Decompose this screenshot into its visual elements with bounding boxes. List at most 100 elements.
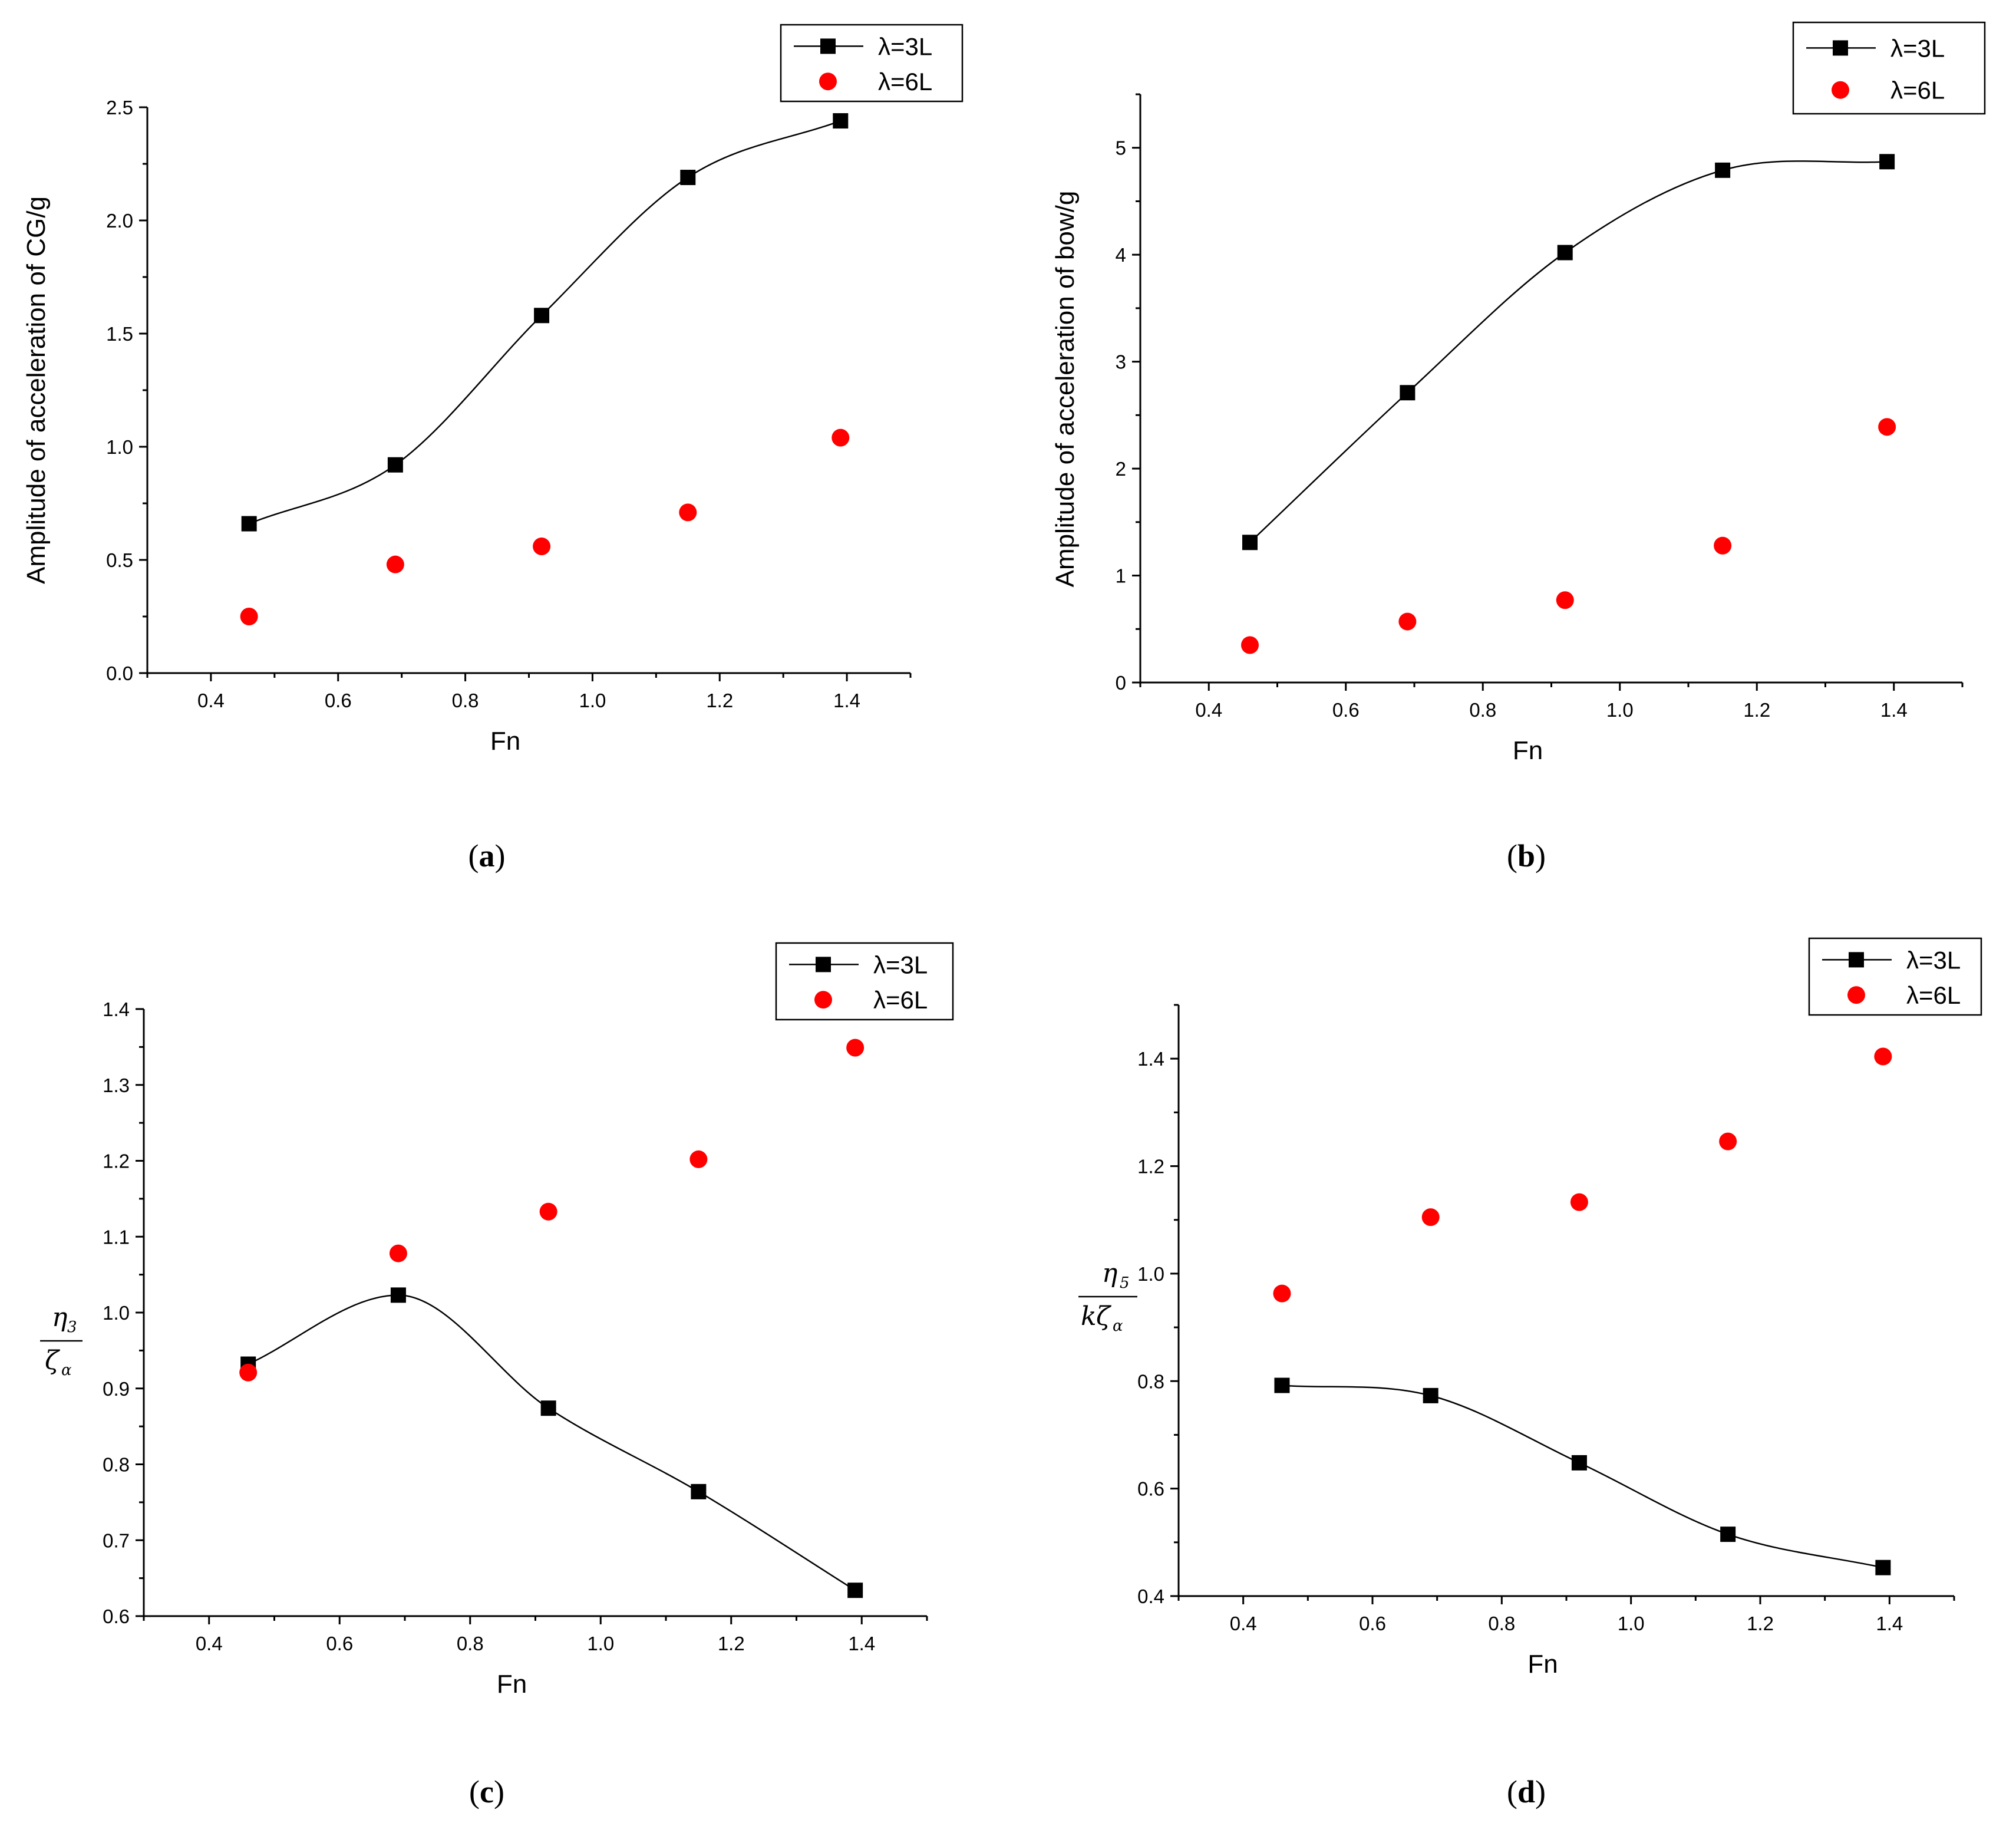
legend-label-6L: λ=6L [878,68,932,95]
caption-letter: b [1517,838,1535,873]
data-point-square [680,170,696,186]
data-point-square [390,1287,406,1303]
x-tick-label: 1.2 [718,1633,745,1654]
x-tick-label: 0.4 [197,690,225,711]
x-tick-label: 0.6 [326,1633,353,1654]
data-point-square [833,113,849,129]
data-point-circle [533,537,551,555]
y-axis-title: Amplitude of acceleration of bow/g [1051,191,1080,588]
y-tick-label: 1.5 [106,323,133,345]
data-point-square [1557,245,1573,261]
caption-open-paren: ( [1507,838,1517,873]
legend: λ=3L λ=6L [1808,937,1982,1016]
y-title-denominator-sub: α [61,1361,72,1379]
data-point-circle [1241,636,1259,654]
x-tick-label: 1.4 [833,690,860,711]
x-tick-label: 0.8 [452,690,479,711]
data-point-circle [1874,1047,1892,1066]
y-axis-title: η 3ζ α [40,1303,83,1379]
y-title-numerator: η [52,1303,67,1333]
y-tick-label: 0 [1116,672,1126,694]
caption-close-paren: ) [1535,1774,1546,1809]
legend-label-6L: λ=6L [1906,981,1961,1009]
x-tick-label: 1.0 [1618,1613,1645,1634]
data-point-circle [846,1039,865,1057]
x-tick-label: 0.6 [1332,699,1360,721]
y-tick-label: 0.7 [103,1529,130,1551]
y-tick-label: 1.4 [1137,1048,1164,1070]
y-tick-label: 0.8 [103,1454,130,1476]
x-tick-label: 1.4 [1876,1613,1903,1634]
y-tick-label: 0.8 [1137,1370,1164,1392]
series-line [1249,160,1888,543]
x-tick-label: 1.2 [1747,1613,1774,1634]
series-3L [1242,154,1895,550]
data-point-square [1571,1455,1587,1471]
data-point-square [540,1400,556,1416]
series-6L [1273,1047,1892,1303]
chart-a: 0.4 0.6 0.8 1.0 1.2 1.4 0.0 0.5 1.0 1.5 2.0 2.5 Fn Am… [22,24,964,873]
legend-label-6L: λ=6L [1890,77,1945,104]
legend-box [780,24,964,103]
data-point-square [534,308,550,324]
caption-letter: d [1517,1774,1535,1809]
legend-marker-circle [1832,81,1849,99]
legend: λ=3L λ=6L [775,942,954,1021]
x-tick-label: 0.6 [325,690,352,711]
data-point-square [1400,385,1416,401]
y-title-denominator: ζ [1096,1301,1112,1331]
x-axis-title: Fn [1513,736,1543,765]
legend-box [1808,937,1982,1016]
data-point-square [1720,1527,1736,1542]
y-tick-label: 1.2 [103,1150,130,1172]
y-tick-label: 2.0 [106,210,133,232]
x-tick-label: 1.4 [1880,699,1908,721]
y-tick-label: 1.3 [103,1074,130,1096]
series-6L [240,428,850,625]
x-tick-label: 0.8 [1469,699,1496,721]
y-tick-label: 0.6 [103,1605,130,1627]
x-tick-label: 0.4 [1230,1613,1257,1634]
data-point-circle [239,1363,258,1382]
y-title-prefix: k [1081,1301,1097,1331]
legend-box [775,942,954,1021]
y-tick-label: 1.0 [103,1302,130,1324]
legend-label-3L: λ=3L [873,951,928,978]
data-point-circle [1719,1132,1737,1150]
series-line [248,1294,856,1591]
y-tick-label: 1 [1116,565,1126,587]
legend: λ=3L λ=6L [780,24,964,103]
y-title-numerator-sub: 5 [1120,1274,1130,1292]
legend-marker-circle [1847,986,1865,1004]
data-point-circle [1273,1284,1291,1303]
x-tick-label: 1.4 [848,1633,875,1654]
caption-letter: c [480,1774,494,1809]
series-3L [241,113,849,532]
y-tick-label: 3 [1116,351,1126,373]
data-point-square [1423,1387,1438,1403]
y-tick-label: 2.5 [106,97,133,118]
data-point-circle [1878,418,1896,436]
data-point-square [1879,154,1895,170]
data-point-square [241,516,257,532]
data-point-square [847,1583,863,1598]
legend-marker-circle [814,991,832,1009]
x-tick-label: 0.4 [1195,699,1222,721]
data-point-circle [679,503,697,522]
x-tick-label: 1.0 [1606,699,1634,721]
x-tick-label: 1.0 [579,690,606,711]
data-point-circle [689,1150,708,1168]
data-point-circle [1398,612,1417,631]
data-point-circle [1714,536,1732,555]
data-point-circle [539,1202,557,1221]
y-tick-label: 2 [1116,458,1126,480]
data-point-circle [386,555,404,573]
series-6L [239,1039,865,1382]
x-tick-label: 0.8 [1488,1613,1515,1634]
panel-caption: (c) [469,1774,504,1809]
x-axis-title: Fn [1527,1650,1558,1679]
caption-open-paren: ( [469,1774,480,1809]
x-axis-title: Fn [497,1670,527,1699]
data-point-circle [1556,591,1574,609]
